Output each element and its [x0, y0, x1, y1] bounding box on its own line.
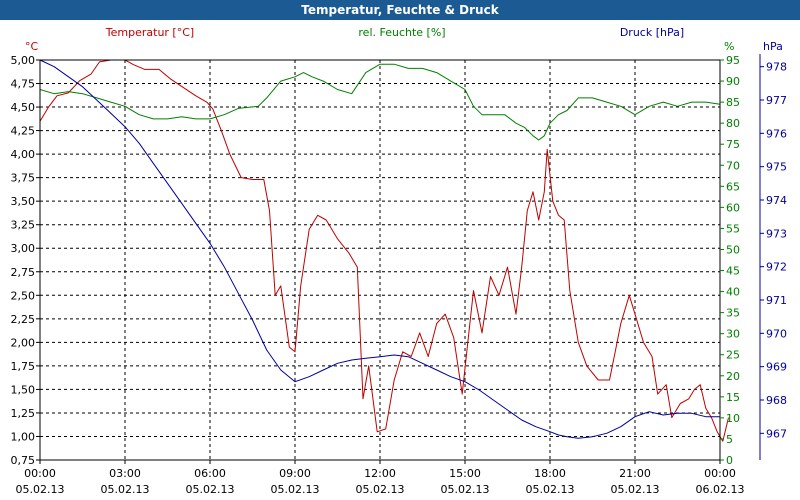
- tick-label-time: 06:00: [194, 467, 226, 480]
- tick-label-hum: 85: [726, 96, 740, 109]
- series-lines: [39, 59, 729, 442]
- tick-label-press: 978: [766, 61, 787, 74]
- tick-label-time: 00:00: [24, 467, 56, 480]
- tick-label-hum: 25: [726, 349, 740, 362]
- tick-label-time: 03:00: [109, 467, 141, 480]
- tick-label-press: 973: [766, 227, 787, 240]
- series-line-temp: [39, 59, 729, 442]
- tick-label-date: 05.02.13: [271, 483, 320, 496]
- tick-label-press: 968: [766, 394, 787, 407]
- tick-label-time: 15:00: [449, 467, 481, 480]
- tick-label-temp: 3,25: [11, 219, 36, 232]
- tick-label-temp: 4,00: [11, 148, 36, 161]
- tick-label-date: 05.02.13: [526, 483, 575, 496]
- tick-label-temp: 1,00: [11, 430, 36, 443]
- tick-label-press: 967: [766, 427, 787, 440]
- tick-label-hum: 65: [726, 180, 740, 193]
- series-line-hum: [39, 63, 721, 141]
- tick-label-temp: 1,25: [11, 407, 36, 420]
- tick-label-temp: 1,75: [11, 360, 36, 373]
- tick-label-hum: 30: [726, 328, 740, 341]
- tick-label-hum: 5: [726, 433, 733, 446]
- tick-label-temp: 3,75: [11, 172, 36, 185]
- tick-label-temp: 4,50: [11, 101, 36, 114]
- tick-label-temp: 4,25: [11, 125, 36, 138]
- tick-label-date: 06.02.13: [696, 483, 745, 496]
- tick-label-temp: 0,75: [11, 454, 36, 467]
- chart-title: Temperatur, Feuchte & Druck: [0, 0, 800, 20]
- tick-label-date: 05.02.13: [16, 483, 65, 496]
- tick-label-hum: 45: [726, 265, 740, 278]
- tick-label-press: 970: [766, 327, 787, 340]
- axis-labels: 5,00 4,75 4,50 4,25 4,00 3,75 3,50 3,25 3,00 2,75…: [11, 26, 788, 496]
- tick-label-date: 05.02.13: [441, 483, 490, 496]
- tick-label-hum: 20: [726, 370, 740, 383]
- grid: [39, 59, 721, 461]
- tick-label-press: 974: [766, 194, 787, 207]
- unit-hum: %: [724, 40, 734, 53]
- tick-label-press: 972: [766, 261, 787, 274]
- tick-label-hum: 95: [726, 54, 740, 67]
- tick-label-temp: 3,00: [11, 242, 36, 255]
- tick-label-hum: 70: [726, 159, 740, 172]
- axis-title-hum: rel. Feuchte [%]: [358, 26, 445, 39]
- tick-label-press: 971: [766, 294, 787, 307]
- tick-label-hum: 15: [726, 391, 740, 404]
- chart-plot: 5,00 4,75 4,50 4,25 4,00 3,75 3,50 3,25 3,00 2,75…: [11, 26, 788, 496]
- unit-temp: °C: [25, 40, 39, 53]
- tick-label-date: 05.02.13: [186, 483, 235, 496]
- tick-label-hum: 50: [726, 243, 740, 256]
- tick-label-time: 00:00: [704, 467, 736, 480]
- tick-label-date: 05.02.13: [356, 483, 405, 496]
- tick-label-hum: 75: [726, 138, 740, 151]
- tick-label-press: 975: [766, 161, 787, 174]
- tick-label-press: 969: [766, 361, 787, 374]
- tick-label-temp: 4,75: [11, 78, 36, 91]
- tick-label-temp: 3,50: [11, 195, 36, 208]
- tick-label-temp: 2,25: [11, 313, 36, 326]
- axis-title-temp: Temperatur [°C]: [105, 26, 194, 39]
- tick-label-time: 12:00: [364, 467, 396, 480]
- tick-label-hum: 55: [726, 222, 740, 235]
- tick-label-temp: 5,00: [11, 54, 36, 67]
- tick-label-temp: 2,75: [11, 266, 36, 279]
- tick-label-temp: 2,00: [11, 336, 36, 349]
- tick-label-hum: 90: [726, 75, 740, 88]
- tick-label-date: 05.02.13: [101, 483, 150, 496]
- tick-label-hum: 0: [726, 454, 733, 467]
- tick-label-temp: 2,50: [11, 289, 36, 302]
- tick-label-hum: 40: [726, 286, 740, 299]
- tick-label-hum: 80: [726, 117, 740, 130]
- tick-label-press: 977: [766, 94, 787, 107]
- axis-title-press: Druck [hPa]: [620, 26, 684, 39]
- tick-label-temp: 1,50: [11, 383, 36, 396]
- tick-label-hum: 60: [726, 201, 740, 214]
- axes: [36, 54, 764, 464]
- tick-label-hum: 35: [726, 307, 740, 320]
- unit-press: hPa: [763, 40, 783, 53]
- series-line-press: [39, 59, 720, 439]
- tick-label-date: 05.02.13: [611, 483, 660, 496]
- tick-label-press: 976: [766, 127, 787, 140]
- tick-label-time: 18:00: [534, 467, 566, 480]
- tick-label-hum: 10: [726, 412, 740, 425]
- tick-label-time: 09:00: [279, 467, 311, 480]
- tick-label-time: 21:00: [619, 467, 651, 480]
